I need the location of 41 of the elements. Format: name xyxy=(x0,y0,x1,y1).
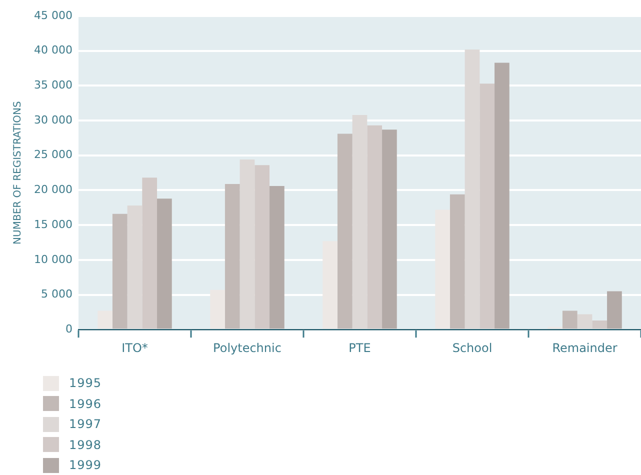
bar xyxy=(240,160,255,329)
y-tick-label: 5 000 xyxy=(40,288,72,301)
y-axis-title: NUMBER OF REGISTRATIONS xyxy=(12,101,24,244)
legend-label: 1995 xyxy=(69,376,102,390)
y-tick-label: 20 000 xyxy=(34,183,72,196)
bar xyxy=(224,184,240,329)
y-tick-label: 15 000 xyxy=(34,218,72,231)
bar xyxy=(337,134,352,329)
bar xyxy=(157,198,172,329)
bar xyxy=(480,84,495,329)
bar xyxy=(127,206,142,329)
bar xyxy=(464,49,480,329)
legend-label: 1997 xyxy=(69,417,102,432)
legend-label: 1998 xyxy=(69,438,102,452)
y-tick-label: 45 000 xyxy=(34,8,72,22)
legend-label: 1999 xyxy=(69,458,102,472)
x-tick-label: ITO* xyxy=(122,340,148,355)
bar xyxy=(577,314,592,329)
y-tick-label: 30 000 xyxy=(34,113,72,126)
bar xyxy=(142,178,158,329)
y-tick-label: 35 000 xyxy=(34,78,72,92)
bar xyxy=(352,114,368,329)
bar xyxy=(592,320,608,329)
bar xyxy=(270,186,284,329)
bar xyxy=(607,291,622,329)
bar xyxy=(562,310,578,329)
x-tick-label: School xyxy=(452,340,492,355)
y-tick-label: 40 000 xyxy=(34,44,72,57)
bar xyxy=(382,130,397,329)
y-tick-label: 25 000 xyxy=(34,148,72,162)
x-tick-label: Remainder xyxy=(552,340,618,355)
bar xyxy=(450,194,465,329)
x-tick-label: Polytechnic xyxy=(213,340,282,355)
legend-label: 1996 xyxy=(69,396,102,411)
y-tick-label: 10 000 xyxy=(34,252,72,266)
x-tick-label: PTE xyxy=(348,340,371,355)
bar xyxy=(367,125,382,329)
bar xyxy=(254,165,270,329)
y-tick-label: 0 xyxy=(65,322,72,336)
bar xyxy=(112,214,128,329)
bar xyxy=(494,62,510,329)
